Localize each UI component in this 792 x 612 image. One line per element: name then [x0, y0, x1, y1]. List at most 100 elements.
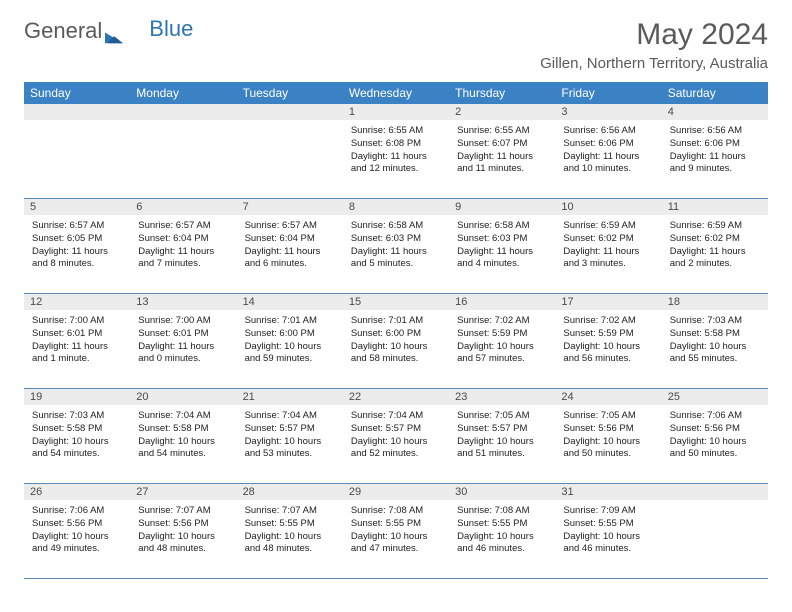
day-number: 31: [555, 484, 661, 500]
day-cell: Sunrise: 6:57 AMSunset: 6:04 PMDaylight:…: [237, 215, 343, 293]
day-number: 7: [237, 199, 343, 215]
day-cell: Sunrise: 7:09 AMSunset: 5:55 PMDaylight:…: [555, 500, 661, 578]
day-cell: Sunrise: 7:03 AMSunset: 5:58 PMDaylight:…: [24, 405, 130, 483]
day-details: Sunrise: 6:55 AMSunset: 6:07 PMDaylight:…: [453, 123, 551, 180]
title-block: May 2024 Gillen, Northern Territory, Aus…: [540, 18, 768, 72]
week-row: Sunrise: 7:00 AMSunset: 6:01 PMDaylight:…: [24, 310, 768, 389]
day-details: Sunrise: 6:56 AMSunset: 6:06 PMDaylight:…: [559, 123, 657, 180]
day-number: 25: [662, 389, 768, 405]
day-cell: Sunrise: 6:57 AMSunset: 6:04 PMDaylight:…: [130, 215, 236, 293]
logo-text-1: General: [24, 18, 102, 44]
day-details: Sunrise: 7:01 AMSunset: 6:00 PMDaylight:…: [347, 313, 445, 370]
day-cell: Sunrise: 6:56 AMSunset: 6:06 PMDaylight:…: [662, 120, 768, 198]
day-number: [130, 104, 236, 120]
day-number: 11: [662, 199, 768, 215]
day-details: Sunrise: 7:07 AMSunset: 5:56 PMDaylight:…: [134, 503, 232, 560]
day-details: Sunrise: 7:09 AMSunset: 5:55 PMDaylight:…: [559, 503, 657, 560]
day-cell: Sunrise: 7:04 AMSunset: 5:57 PMDaylight:…: [237, 405, 343, 483]
day-details: Sunrise: 7:08 AMSunset: 5:55 PMDaylight:…: [453, 503, 551, 560]
day-number: 15: [343, 294, 449, 310]
day-number: 5: [24, 199, 130, 215]
day-header: Thursday: [449, 82, 555, 104]
day-number: 3: [555, 104, 661, 120]
day-details: Sunrise: 6:57 AMSunset: 6:05 PMDaylight:…: [28, 218, 126, 275]
day-number: 28: [237, 484, 343, 500]
day-details: Sunrise: 7:05 AMSunset: 5:57 PMDaylight:…: [453, 408, 551, 465]
day-cell: Sunrise: 7:00 AMSunset: 6:01 PMDaylight:…: [24, 310, 130, 388]
day-header: Friday: [555, 82, 661, 104]
day-cell: Sunrise: 6:58 AMSunset: 6:03 PMDaylight:…: [343, 215, 449, 293]
day-cell: Sunrise: 6:57 AMSunset: 6:05 PMDaylight:…: [24, 215, 130, 293]
day-header: Wednesday: [343, 82, 449, 104]
day-number: 4: [662, 104, 768, 120]
day-details: Sunrise: 7:06 AMSunset: 5:56 PMDaylight:…: [28, 503, 126, 560]
day-details: Sunrise: 7:04 AMSunset: 5:57 PMDaylight:…: [241, 408, 339, 465]
daynum-row: 567891011: [24, 199, 768, 215]
day-number: 16: [449, 294, 555, 310]
day-cell: Sunrise: 7:00 AMSunset: 6:01 PMDaylight:…: [130, 310, 236, 388]
day-cell: Sunrise: 7:07 AMSunset: 5:56 PMDaylight:…: [130, 500, 236, 578]
day-number: 1: [343, 104, 449, 120]
day-number: 14: [237, 294, 343, 310]
day-cell: Sunrise: 6:58 AMSunset: 6:03 PMDaylight:…: [449, 215, 555, 293]
day-number: 18: [662, 294, 768, 310]
day-number: 17: [555, 294, 661, 310]
day-details: Sunrise: 6:55 AMSunset: 6:08 PMDaylight:…: [347, 123, 445, 180]
daynum-row: 262728293031: [24, 484, 768, 500]
day-cell: Sunrise: 7:01 AMSunset: 6:00 PMDaylight:…: [343, 310, 449, 388]
day-number: [237, 104, 343, 120]
day-number: 9: [449, 199, 555, 215]
day-details: Sunrise: 6:58 AMSunset: 6:03 PMDaylight:…: [347, 218, 445, 275]
day-details: Sunrise: 6:59 AMSunset: 6:02 PMDaylight:…: [666, 218, 764, 275]
day-cell: Sunrise: 7:06 AMSunset: 5:56 PMDaylight:…: [24, 500, 130, 578]
day-details: Sunrise: 7:08 AMSunset: 5:55 PMDaylight:…: [347, 503, 445, 560]
header: General Blue May 2024 Gillen, Northern T…: [24, 18, 768, 72]
day-cell: [24, 120, 130, 198]
day-cell: Sunrise: 7:01 AMSunset: 6:00 PMDaylight:…: [237, 310, 343, 388]
day-header: Sunday: [24, 82, 130, 104]
day-number: 30: [449, 484, 555, 500]
day-number: 23: [449, 389, 555, 405]
day-number: 22: [343, 389, 449, 405]
day-number: 6: [130, 199, 236, 215]
day-cell: Sunrise: 6:55 AMSunset: 6:08 PMDaylight:…: [343, 120, 449, 198]
weeks-container: 1234Sunrise: 6:55 AMSunset: 6:08 PMDayli…: [24, 104, 768, 579]
daynum-row: 12131415161718: [24, 294, 768, 310]
logo-triangle-icon: [105, 24, 123, 38]
month-title: May 2024: [540, 18, 768, 51]
day-details: Sunrise: 7:07 AMSunset: 5:55 PMDaylight:…: [241, 503, 339, 560]
week-row: Sunrise: 7:03 AMSunset: 5:58 PMDaylight:…: [24, 405, 768, 484]
day-number: 19: [24, 389, 130, 405]
day-details: Sunrise: 7:03 AMSunset: 5:58 PMDaylight:…: [28, 408, 126, 465]
day-header-row: Sunday Monday Tuesday Wednesday Thursday…: [24, 82, 768, 104]
logo-text-2: Blue: [149, 16, 193, 42]
day-cell: Sunrise: 7:02 AMSunset: 5:59 PMDaylight:…: [555, 310, 661, 388]
day-cell: [130, 120, 236, 198]
daynum-row: 19202122232425: [24, 389, 768, 405]
day-number: [24, 104, 130, 120]
day-number: [662, 484, 768, 500]
day-cell: Sunrise: 6:59 AMSunset: 6:02 PMDaylight:…: [555, 215, 661, 293]
day-number: 24: [555, 389, 661, 405]
day-details: Sunrise: 7:06 AMSunset: 5:56 PMDaylight:…: [666, 408, 764, 465]
day-details: Sunrise: 6:57 AMSunset: 6:04 PMDaylight:…: [134, 218, 232, 275]
week-row: Sunrise: 6:57 AMSunset: 6:05 PMDaylight:…: [24, 215, 768, 294]
day-details: Sunrise: 6:57 AMSunset: 6:04 PMDaylight:…: [241, 218, 339, 275]
day-cell: Sunrise: 6:55 AMSunset: 6:07 PMDaylight:…: [449, 120, 555, 198]
day-details: Sunrise: 7:02 AMSunset: 5:59 PMDaylight:…: [453, 313, 551, 370]
day-cell: [662, 500, 768, 578]
day-details: Sunrise: 7:05 AMSunset: 5:56 PMDaylight:…: [559, 408, 657, 465]
day-number: 26: [24, 484, 130, 500]
day-number: 12: [24, 294, 130, 310]
day-details: Sunrise: 6:59 AMSunset: 6:02 PMDaylight:…: [559, 218, 657, 275]
day-details: Sunrise: 7:00 AMSunset: 6:01 PMDaylight:…: [134, 313, 232, 370]
daynum-row: 1234: [24, 104, 768, 120]
day-header: Tuesday: [237, 82, 343, 104]
week-row: Sunrise: 7:06 AMSunset: 5:56 PMDaylight:…: [24, 500, 768, 579]
day-cell: Sunrise: 7:03 AMSunset: 5:58 PMDaylight:…: [662, 310, 768, 388]
day-cell: Sunrise: 7:06 AMSunset: 5:56 PMDaylight:…: [662, 405, 768, 483]
day-cell: [237, 120, 343, 198]
day-cell: Sunrise: 7:05 AMSunset: 5:57 PMDaylight:…: [449, 405, 555, 483]
day-header: Saturday: [662, 82, 768, 104]
day-cell: Sunrise: 7:04 AMSunset: 5:58 PMDaylight:…: [130, 405, 236, 483]
